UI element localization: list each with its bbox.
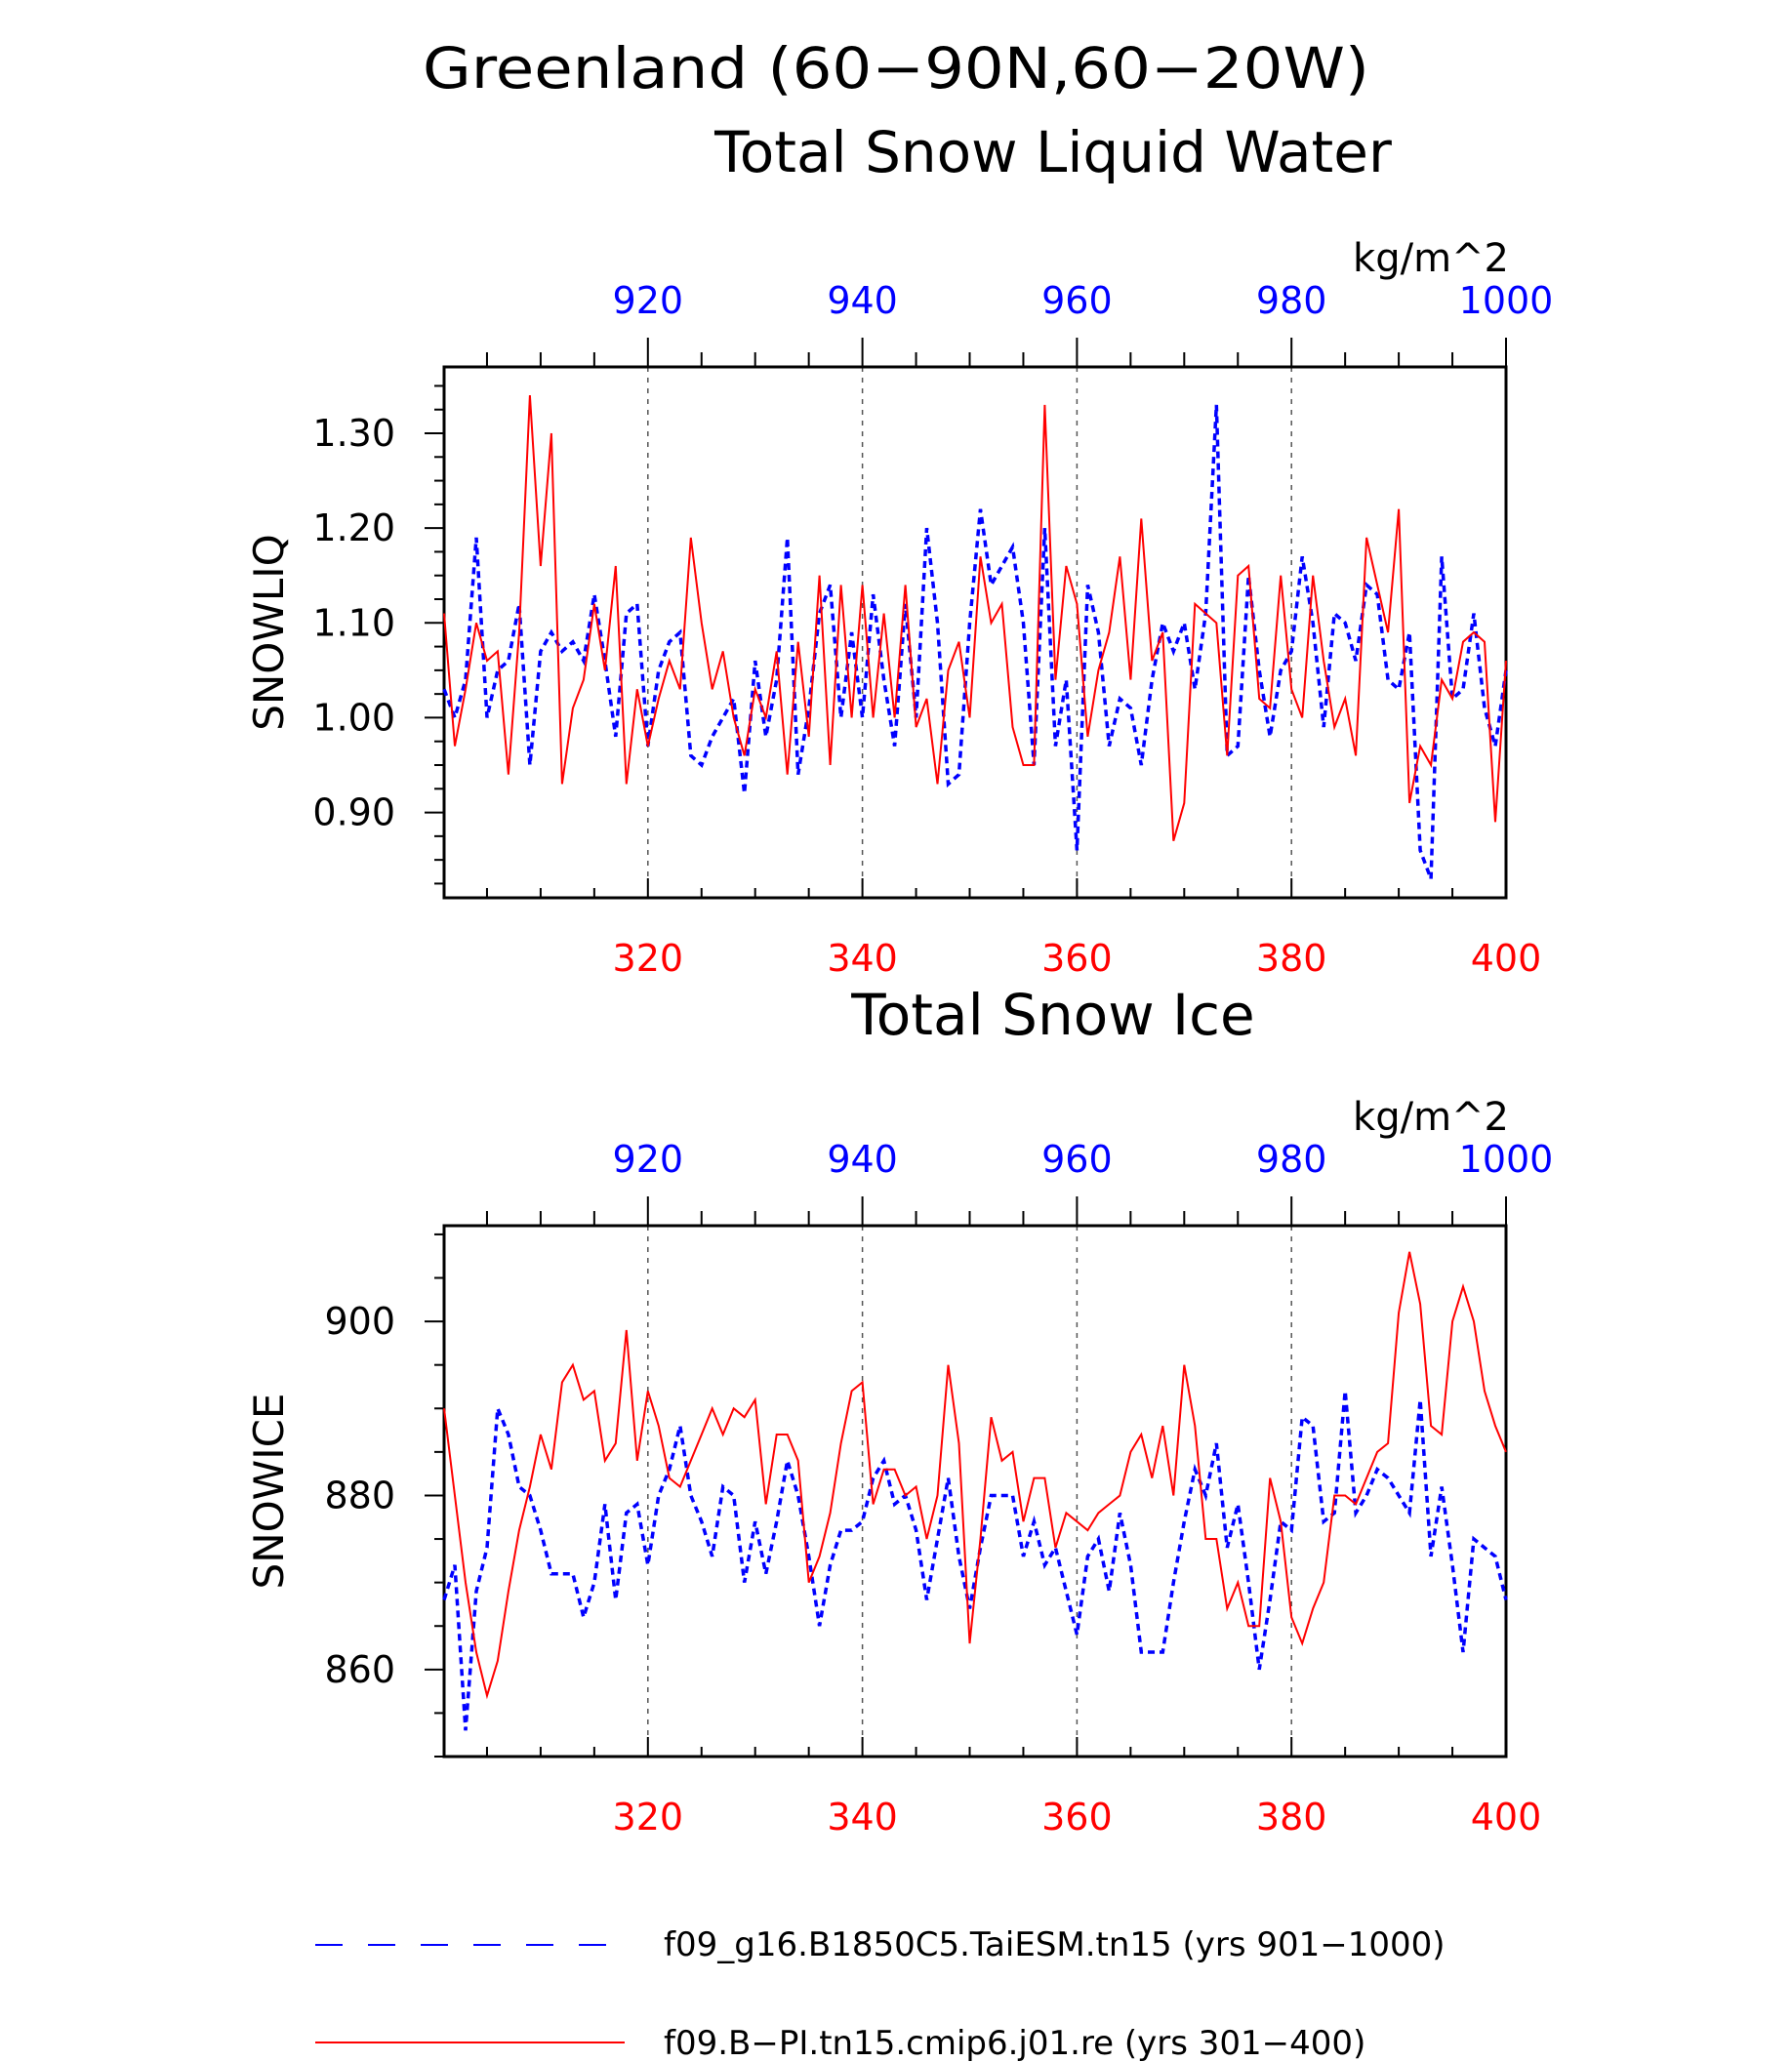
x-tick-label-top: 940	[827, 1138, 898, 1181]
legend-label-taiesm: f09_g16.B1850C5.TaiESM.tn15 (yrs 901−100…	[664, 1925, 1446, 1964]
units-label: kg/m^2	[1353, 1095, 1509, 1140]
x-tick-label-top: 1000	[1459, 279, 1554, 322]
panel-snowice: Total Snow Ice kg/m^2 320 340 360 380 400 920 94…	[245, 982, 1553, 1839]
legend-label-cmip6: f09.B−PI.tn15.cmip6.j01.re (yrs 301−400)	[664, 2024, 1365, 2062]
x-tick-label-top: 980	[1256, 1138, 1327, 1181]
x-tick-label-bottom: 320	[613, 1796, 684, 1839]
y-axis-label: SNOWLIQ	[245, 534, 293, 731]
y-tick-label: 1.20	[312, 506, 395, 549]
y-tick-label: 900	[324, 1300, 395, 1343]
x-tick-label-top: 940	[827, 279, 898, 322]
legend: f09_g16.B1850C5.TaiESM.tn15 (yrs 901−100…	[315, 1925, 1446, 2062]
y-tick-label: 880	[324, 1474, 395, 1516]
x-tick-label-bottom: 400	[1471, 1796, 1542, 1839]
series-line-cmip6	[443, 395, 1507, 841]
y-tick-label: 1.00	[312, 696, 395, 739]
panel-snowliq: Total Snow Liquid Water kg/m^2 320 340 360 38…	[245, 119, 1553, 980]
y-tick-label: 860	[324, 1648, 395, 1691]
x-tick-label-bottom: 360	[1041, 937, 1113, 980]
series-line-taiesm	[442, 1391, 1508, 1731]
x-tick-label-bottom: 340	[827, 1796, 898, 1839]
x-tick-label-bottom: 360	[1041, 1796, 1113, 1839]
x-tick-label-top: 960	[1041, 279, 1113, 322]
x-tick-label-top: 920	[613, 279, 684, 322]
plot-frame	[442, 1224, 1508, 1759]
x-tick-label-top: 1000	[1459, 1138, 1554, 1181]
x-tick-label-bottom: 400	[1471, 937, 1542, 980]
x-tick-label-top: 980	[1256, 279, 1327, 322]
x-tick-label-bottom: 380	[1256, 937, 1327, 980]
x-tick-label-bottom: 340	[827, 937, 898, 980]
x-tick-label-bottom: 380	[1256, 1796, 1327, 1839]
x-tick-label-top: 920	[613, 1138, 684, 1181]
y-tick-label: 1.10	[312, 601, 395, 644]
panel-title: Total Snow Ice	[850, 982, 1255, 1048]
y-axis-label: SNOWICE	[245, 1394, 293, 1590]
x-tick-label-top: 960	[1041, 1138, 1113, 1181]
x-tick-label-bottom: 320	[613, 937, 684, 980]
series-line-cmip6	[443, 1251, 1507, 1700]
panel-title: Total Snow Liquid Water	[713, 119, 1392, 185]
units-label: kg/m^2	[1353, 236, 1509, 281]
y-tick-label: 0.90	[312, 791, 395, 834]
plot-frame	[442, 365, 1508, 900]
y-tick-label: 1.30	[312, 412, 395, 455]
figure-title-line1: Greenland (60−90N,60−20W)	[423, 35, 1369, 101]
